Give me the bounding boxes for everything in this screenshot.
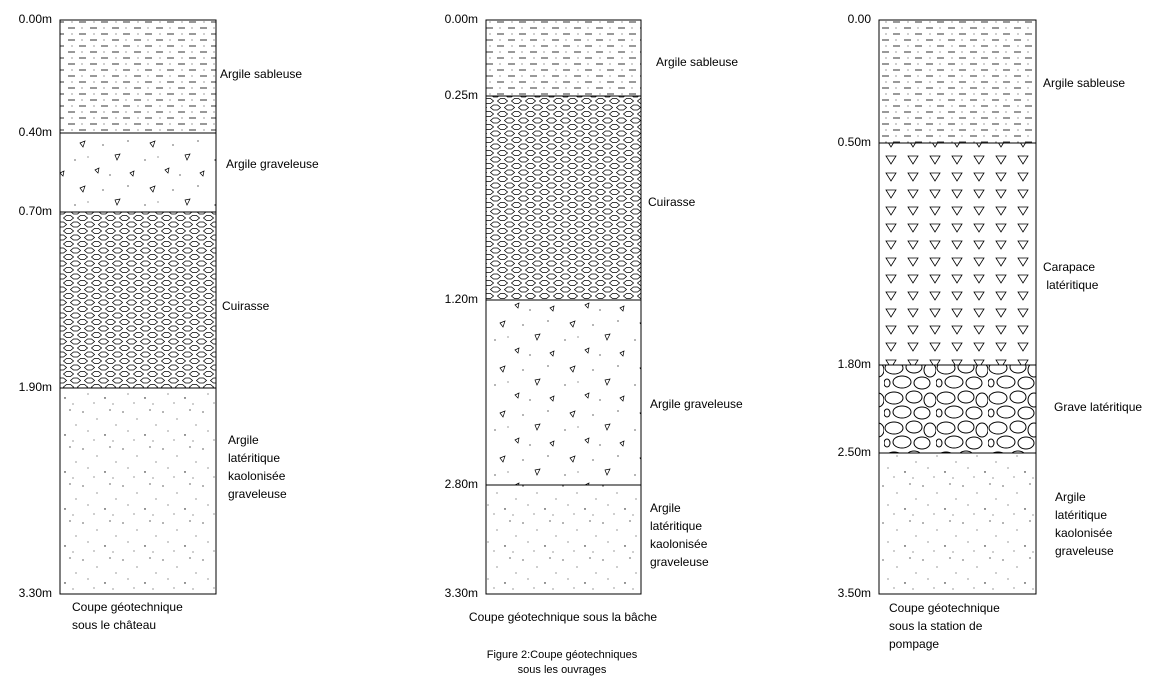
layer-label-line: latéritique xyxy=(1055,508,1107,522)
layer-label-line: graveleuse xyxy=(228,487,287,501)
layer-label-line: Cuirasse xyxy=(222,299,270,313)
layer-label-line: Argile graveleuse xyxy=(226,157,319,171)
layer-label-line: Grave latéritique xyxy=(1054,400,1142,414)
layer-label: Argile graveleuse xyxy=(226,157,319,171)
geotechnical-figure: Argile sableuse Argile graveleuse Cuirasse… xyxy=(0,0,1164,676)
soil-column: Argile sableuse Cuirasse Argile graveleuse… xyxy=(445,12,743,624)
soil-layer xyxy=(60,212,216,388)
soil-layer xyxy=(486,96,641,300)
layer-label-line: Argile graveleuse xyxy=(650,397,743,411)
depth-label: 1.90m xyxy=(19,380,52,394)
layer-label-line: kaolonisée xyxy=(228,469,286,483)
layer-label-line: Argile sableuse xyxy=(220,67,302,81)
layer-label: Argile latéritique kaolonisée graveleuse xyxy=(228,433,287,501)
layer-label-line: Argile xyxy=(650,501,681,515)
depth-label: 0.40m xyxy=(19,125,52,139)
depth-label: 0.00m xyxy=(19,12,52,26)
depth-label: 2.80m xyxy=(445,477,478,491)
depth-label: 3.50m xyxy=(838,586,871,600)
layer-label-line: Argile sableuse xyxy=(1043,76,1125,90)
soil-layer xyxy=(879,365,1036,453)
soil-layer xyxy=(879,143,1036,365)
layer-label-line: Argile xyxy=(1055,490,1086,504)
depth-label: 0.00m xyxy=(445,12,478,26)
depth-label: 0.25m xyxy=(445,88,478,102)
soil-column: Argile sableuse Argile graveleuse Cuirasse… xyxy=(19,12,319,632)
depth-label: 3.30m xyxy=(445,586,478,600)
layer-label: Carapace latéritique xyxy=(1043,260,1099,292)
layer-label-line: kaolonisée xyxy=(650,537,708,551)
depth-label: 2.50m xyxy=(838,445,871,459)
layer-label: Grave latéritique xyxy=(1054,400,1142,414)
soil-layer xyxy=(60,20,216,133)
column-caption: sous le château xyxy=(72,618,156,632)
layer-label-line: latéritique xyxy=(228,451,280,465)
layer-label-line: graveleuse xyxy=(650,555,709,569)
column-caption: pompage xyxy=(889,637,939,651)
figure-caption: Figure 2:Coupe géotechniques xyxy=(487,649,638,661)
soil-layer xyxy=(879,453,1036,594)
soil-column: Argile sableuse Carapace latéritique Grave… xyxy=(838,12,1143,651)
depth-label: 3.30m xyxy=(19,586,52,600)
soil-layer xyxy=(486,485,641,594)
layer-label-line: kaolonisée xyxy=(1055,526,1113,540)
layer-label: Argile sableuse xyxy=(1043,76,1125,90)
layer-label-line: latéritique xyxy=(650,519,702,533)
layer-label-line: Cuirasse xyxy=(648,195,696,209)
column-caption: Coupe géotechnique xyxy=(889,601,1000,615)
layer-label-line: graveleuse xyxy=(1055,544,1114,558)
layer-label: Argile sableuse xyxy=(220,67,302,81)
layer-label: Argile latéritique kaolonisée graveleuse xyxy=(650,501,709,569)
depth-label: 0.50m xyxy=(838,135,871,149)
layer-label-line: Argile sableuse xyxy=(656,55,738,69)
layer-label: Argile graveleuse xyxy=(650,397,743,411)
soil-layer xyxy=(60,133,216,212)
column-caption: Coupe géotechnique sous la bâche xyxy=(469,610,657,624)
layer-label: Argile latéritique kaolonisée graveleuse xyxy=(1055,490,1114,558)
column-caption: Coupe géotechnique xyxy=(72,600,183,614)
depth-label: 1.80m xyxy=(838,357,871,371)
depth-label: 1.20m xyxy=(445,292,478,306)
soil-layer xyxy=(486,20,641,96)
soil-layer xyxy=(879,20,1036,143)
layer-label-line: Argile xyxy=(228,433,259,447)
column-caption: sous la station de xyxy=(889,619,983,633)
layer-label: Cuirasse xyxy=(648,195,696,209)
layer-label: Argile sableuse xyxy=(656,55,738,69)
soil-layer xyxy=(60,388,216,594)
layer-label: Cuirasse xyxy=(222,299,270,313)
layer-label-line: Carapace xyxy=(1043,260,1095,274)
depth-label: 0.00 xyxy=(848,12,872,26)
layer-label-line: latéritique xyxy=(1043,278,1099,292)
soil-layer xyxy=(486,300,641,485)
figure-caption: sous les ouvrages xyxy=(518,664,607,676)
depth-label: 0.70m xyxy=(19,204,52,218)
